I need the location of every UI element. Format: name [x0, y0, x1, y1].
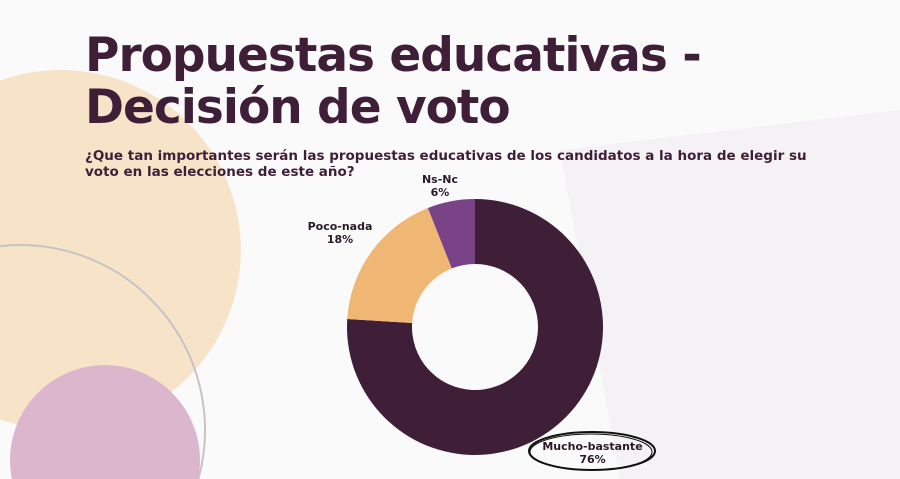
category-label: Poco-nada [307, 220, 373, 233]
chart-subtitle: ¿Que tan importantes serán las propuesta… [85, 148, 807, 180]
page-title: Propuestas educativas - Decisión de voto [85, 28, 702, 135]
donut-slice-ns-nc [427, 199, 475, 269]
label-mucho-bastante: Mucho-bastante 76% [535, 440, 650, 466]
data-label: 76% [579, 453, 606, 466]
background-outline-circle [0, 244, 206, 479]
donut-slice-poco-nada [347, 207, 452, 324]
label-ns-nc: Ns-Nc 6% [405, 173, 475, 199]
background-polygon [560, 110, 900, 479]
background-pink-circle [9, 365, 201, 479]
category-label: Mucho-bastante [542, 440, 643, 453]
label-poco-nada: Poco-nada 18% [300, 220, 380, 246]
data-label: 18% [326, 233, 354, 246]
highlight-ellipse [528, 431, 656, 471]
donut-slice-mucho-bastante [346, 199, 603, 455]
category-label: Ns-Nc [421, 173, 459, 186]
data-label: 6% [430, 186, 450, 199]
